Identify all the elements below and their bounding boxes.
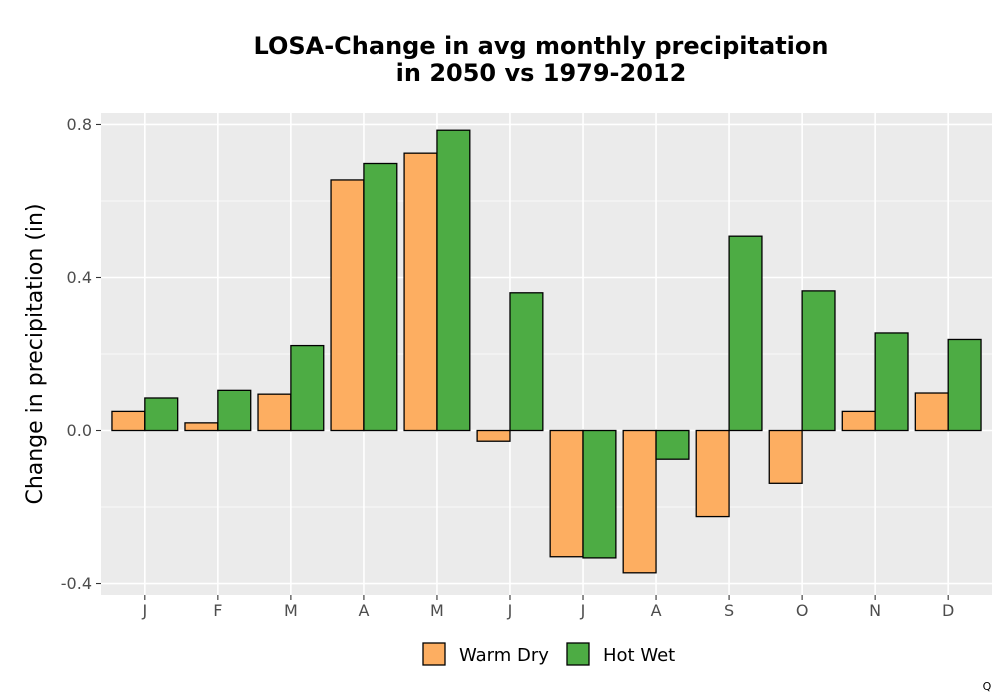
bar-warm-dry xyxy=(403,152,438,432)
x-tick-label: J xyxy=(580,601,586,620)
legend-label-hot-wet: Hot Wet xyxy=(603,645,675,666)
y-tick-label: 0.8 xyxy=(67,115,92,134)
bar-warm-dry xyxy=(695,429,730,518)
bar-hot-wet xyxy=(363,162,398,432)
x-tick-label: A xyxy=(358,601,369,620)
x-tick-label: M xyxy=(284,601,298,620)
bar-hot-wet xyxy=(728,235,763,432)
bar-hot-wet xyxy=(144,397,179,432)
x-tick-label: O xyxy=(796,601,809,620)
x-tick-label: J xyxy=(141,601,147,620)
bar-hot-wet xyxy=(436,129,471,432)
legend: Warm Dry Hot Wet xyxy=(422,642,675,666)
legend-label-warm-dry: Warm Dry xyxy=(459,645,549,666)
bar-hot-wet xyxy=(947,338,982,432)
y-tick-label: 0.0 xyxy=(67,421,92,440)
bar-warm-dry xyxy=(768,429,803,484)
bar-warm-dry xyxy=(549,429,584,558)
bars xyxy=(111,129,982,574)
bar-hot-wet xyxy=(290,344,325,432)
y-tick-label: 0.4 xyxy=(67,268,92,287)
x-tick-label: N xyxy=(869,601,881,620)
y-tick-label: -0.4 xyxy=(61,574,92,593)
chart-title: LOSA-Change in avg monthly precipitation… xyxy=(254,32,829,87)
x-tick-label: S xyxy=(724,601,734,620)
bar-warm-dry xyxy=(476,429,511,442)
chart-title-line-1: LOSA-Change in avg monthly precipitation xyxy=(254,32,829,60)
legend-swatch-warm-dry xyxy=(422,642,446,666)
bar-warm-dry xyxy=(257,393,292,432)
bar-hot-wet xyxy=(801,290,836,432)
bar-warm-dry xyxy=(111,410,146,432)
bar-hot-wet xyxy=(582,429,617,559)
bar-hot-wet xyxy=(655,429,690,460)
bar-warm-dry xyxy=(330,179,365,432)
bar-warm-dry xyxy=(184,422,219,432)
bar-warm-dry xyxy=(841,410,876,432)
chart-title-line-2: in 2050 vs 1979-2012 xyxy=(396,59,687,87)
x-tick-label: D xyxy=(942,601,954,620)
bar-warm-dry xyxy=(914,392,949,432)
y-axis: -0.4 0.0 0.4 0.8 xyxy=(61,115,101,593)
y-axis-label: Change in precipitation (in) xyxy=(23,203,48,504)
x-tick-label: M xyxy=(430,601,444,620)
bar-warm-dry xyxy=(622,429,657,574)
x-tick-label: A xyxy=(651,601,662,620)
corner-mark: Q xyxy=(983,680,992,693)
x-tick-label: F xyxy=(213,601,222,620)
bar-hot-wet xyxy=(509,292,544,432)
x-tick-label: J xyxy=(507,601,513,620)
legend-swatch-hot-wet xyxy=(566,642,590,666)
bar-hot-wet xyxy=(874,332,909,432)
bar-hot-wet xyxy=(217,389,252,432)
